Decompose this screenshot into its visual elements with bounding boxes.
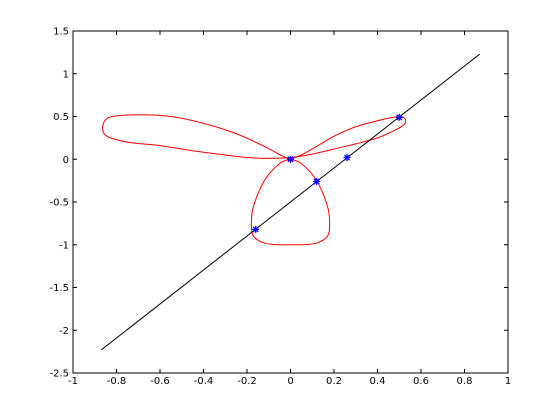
series-group <box>100 53 481 351</box>
y-tick-label: -1.5 <box>49 283 69 294</box>
x-tick-label: 1 <box>505 376 511 387</box>
intersection-marker <box>395 113 403 121</box>
intersection-marker <box>287 155 294 163</box>
y-tick-label: -2 <box>59 326 69 337</box>
x-tick-label: 0 <box>287 376 293 387</box>
x-tick-label: 0.8 <box>457 376 473 387</box>
y-tick-label: -1 <box>59 240 69 251</box>
y-tick-label: -2.5 <box>49 369 69 380</box>
intersection-marker <box>313 177 321 185</box>
y-tick-label: -0.5 <box>49 198 69 209</box>
y-tick-label: 1 <box>63 69 69 80</box>
x-tick-label: -0.6 <box>150 376 170 387</box>
y-tick-label: 0 <box>63 155 69 166</box>
x-tick-label: 0.2 <box>326 376 342 387</box>
intersection-marker <box>252 225 260 233</box>
red-curve <box>102 114 407 246</box>
x-tick-label: -0.2 <box>237 376 257 387</box>
x-tick-label: 0.6 <box>413 376 429 387</box>
axis-ticks <box>72 30 509 374</box>
x-tick-label: -0.8 <box>107 376 127 387</box>
y-tick-label: 1.5 <box>53 27 69 38</box>
x-tick-label: -0.4 <box>194 376 214 387</box>
x-tick-label: -1 <box>68 376 78 387</box>
black-line <box>100 53 481 351</box>
intersection-marker <box>343 154 351 162</box>
y-tick-label: 0.5 <box>53 112 69 123</box>
axis-tick-labels: -1 -0.8 -0.6 -0.4 -0.2 0 0.2 0.4 0.6 0.8 1 -2.5 -2 -1… <box>49 27 511 388</box>
x-tick-label: 0.4 <box>370 376 386 387</box>
